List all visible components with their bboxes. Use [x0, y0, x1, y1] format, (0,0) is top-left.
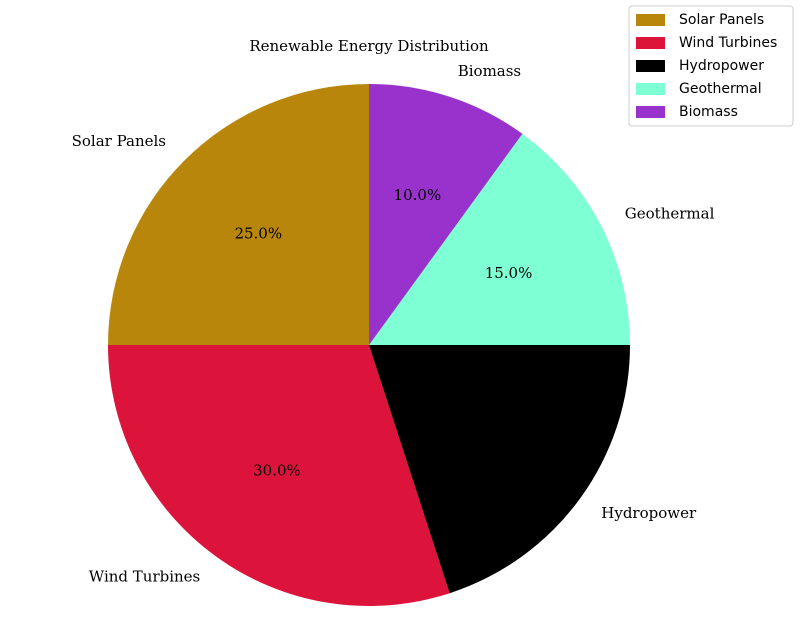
legend-swatch-solar-panels [636, 14, 665, 26]
legend-label-wind-turbines: Wind Turbines [679, 35, 777, 51]
legend-label-biomass: Biomass [679, 104, 738, 120]
pie-slice-solar-panels [108, 84, 369, 345]
legend: Solar Panels Wind Turbines Hydropower Geoth… [628, 5, 794, 127]
slice-label-wind-turbines: Wind Turbines [89, 567, 200, 585]
legend-swatch-geothermal [636, 83, 665, 95]
slice-label-solar-panels: Solar Panels [72, 132, 166, 150]
pie-slice-wind-turbines [108, 345, 450, 607]
pie-slice-hydropower [369, 345, 630, 594]
legend-label-geothermal: Geothermal [679, 81, 762, 97]
legend-swatch-biomass [636, 106, 665, 118]
legend-box [628, 5, 794, 127]
legend-swatch-hydropower [636, 60, 665, 72]
slice-label-geothermal: Geothermal [625, 205, 715, 223]
percent-labels: 25.0% 30.0% 15.0% 10.0% [234, 186, 532, 480]
pie-slice-geothermal [369, 133, 630, 345]
pie-slices [108, 84, 630, 607]
percent-label-solar-panels: 25.0% [234, 224, 282, 242]
percent-label-biomass: 10.0% [394, 186, 442, 204]
slice-label-hydropower: Hydropower [601, 504, 697, 522]
slice-label-biomass: Biomass [458, 62, 521, 80]
slice-labels: Solar Panels Wind Turbines Hydropower Geoth… [72, 62, 715, 585]
legend-label-hydropower: Hydropower [679, 58, 764, 74]
percent-label-wind-turbines: 30.0% [253, 462, 301, 480]
percent-label-geothermal: 15.0% [485, 264, 533, 282]
legend-swatch-wind-turbines [636, 37, 665, 49]
pie-slice-biomass [369, 84, 523, 345]
chart-title: Renewable Energy Distribution [249, 37, 489, 55]
legend-label-solar-panels: Solar Panels [679, 12, 764, 28]
